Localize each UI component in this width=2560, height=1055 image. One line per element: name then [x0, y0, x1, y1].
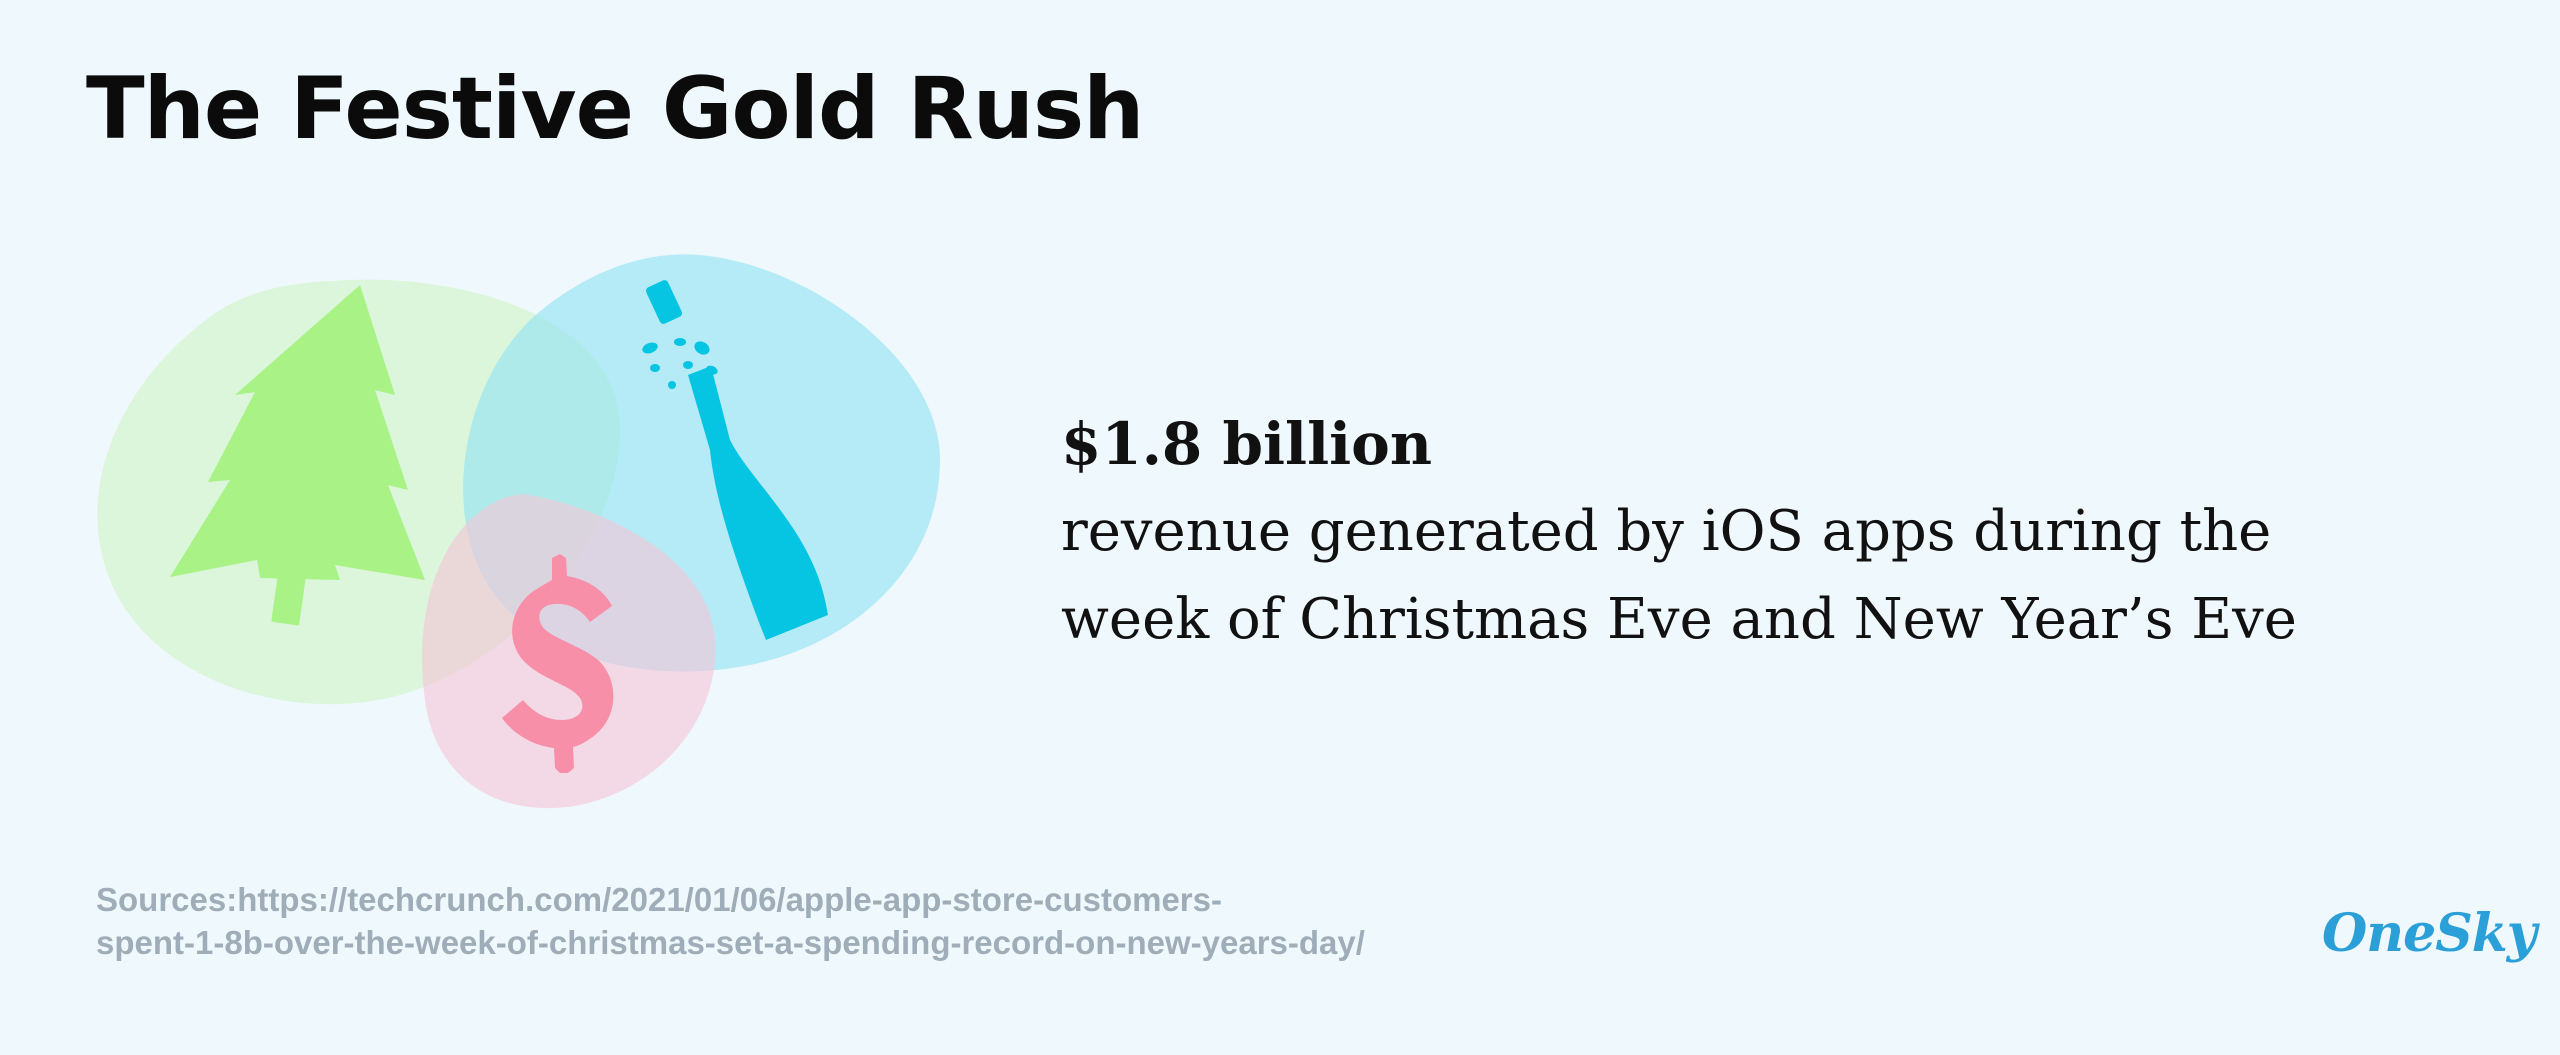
brand-logo: OneSky: [2322, 903, 2537, 964]
festive-illustration: [97, 254, 940, 809]
stat-block: $1.8 billion revenue generated by iOS ap…: [1061, 400, 2461, 664]
page-title: The Festive Gold Rush: [86, 59, 1144, 159]
sources-citation: Sources:https://techcrunch.com/2021/01/0…: [96, 878, 1365, 964]
stat-value: $1.8 billion: [1061, 410, 1432, 478]
dollar-sign-icon: [502, 554, 614, 773]
champagne-bottle-icon: [642, 280, 828, 640]
sources-line-1: Sources:https://techcrunch.com/2021/01/0…: [96, 881, 1222, 918]
christmas-tree-icon: [170, 285, 425, 626]
stat-description-line-2: week of Christmas Eve and New Year’s Eve: [1061, 587, 2297, 652]
sources-line-2: spent-1-8b-over-the-week-of-christmas-se…: [96, 924, 1365, 961]
stat-description-line-1: revenue generated by iOS apps during the: [1061, 499, 2272, 564]
